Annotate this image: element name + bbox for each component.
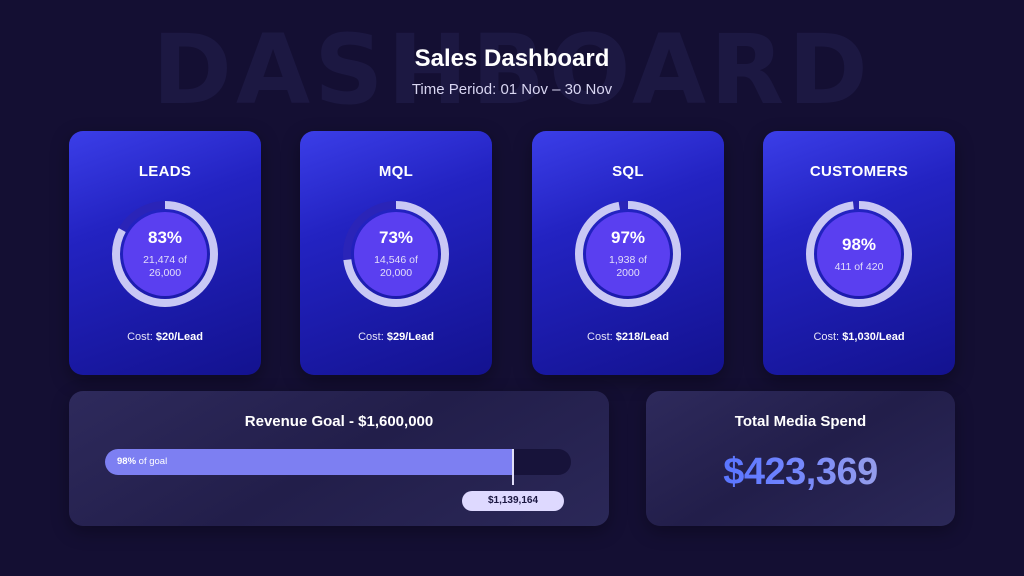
donut-chart: 97% 1,938 of 2000: [568, 194, 688, 314]
percent-value: 73%: [378, 228, 414, 247]
card-title: CUSTOMERS: [809, 163, 909, 180]
cost-prefix: Cost:: [813, 331, 840, 343]
donut-center: [123, 212, 207, 296]
cost-value: $29/Lead: [386, 331, 434, 343]
detail-line-2: 20,000: [379, 267, 413, 279]
revenue-progress-fill: [105, 449, 513, 475]
donut-center: [817, 212, 901, 296]
card-title: SQL: [612, 163, 644, 180]
cost-prefix: Cost:: [358, 331, 384, 343]
kpi-card-customers: CUSTOMERS 98% 411 of 420 Cost: $1,030/Le…: [763, 131, 955, 375]
media-spend-value: $423,369: [646, 451, 955, 494]
cost-value: $1,030/Lead: [842, 331, 905, 343]
donut-center: [354, 212, 438, 296]
donut-chart: 73% 14,546 of 20,000: [336, 194, 456, 314]
donut-progress-arc: [112, 201, 218, 307]
progress-marker: [512, 449, 514, 485]
cost-per-lead: Cost: $29/Lead: [300, 331, 492, 343]
progress-percent: 98%: [117, 456, 137, 467]
time-period-subtitle: Time Period: 01 Nov – 30 Nov: [411, 81, 613, 98]
donut-chart: 83% 21,474 of 26,000: [105, 194, 225, 314]
detail-line-2: 26,000: [148, 267, 182, 279]
revenue-goal-panel: Revenue Goal - $1,600,000 98% of goal $1…: [69, 391, 609, 526]
media-spend-title: Total Media Spend: [734, 413, 867, 430]
detail-line-1: 1,938 of: [609, 254, 647, 266]
cost-value: $20/Lead: [155, 331, 203, 343]
donut-center: [586, 212, 670, 296]
revenue-progress-bar: 98% of goal: [105, 449, 571, 485]
card-title: MQL: [378, 163, 414, 180]
cost-per-lead: Cost: $20/Lead: [69, 331, 261, 343]
revenue-goal-title: Revenue Goal - $1,600,000: [244, 413, 434, 430]
cost-value: $218/Lead: [615, 331, 669, 343]
percent-value: 98%: [841, 234, 877, 254]
cost-prefix: Cost:: [127, 331, 153, 343]
donut-chart: 98% 411 of 420: [799, 194, 919, 314]
cost-per-lead: Cost: $218/Lead: [532, 331, 724, 343]
current-revenue-pill: $1,139,164: [462, 491, 564, 511]
page-title: Sales Dashboard: [414, 45, 610, 72]
detail-line-1: 411 of 420: [834, 260, 884, 273]
percent-value: 83%: [147, 228, 183, 247]
cost-prefix: Cost:: [587, 331, 613, 343]
donut-progress-arc: [806, 201, 912, 307]
detail-line-2: 2000: [616, 267, 640, 279]
cost-per-lead: Cost: $1,030/Lead: [763, 331, 955, 343]
kpi-card-sql: SQL 97% 1,938 of 2000 Cost: $218/Lead: [532, 131, 724, 375]
percent-value: 97%: [610, 228, 646, 247]
kpi-card-leads: LEADS 83% 21,474 of 26,000 Cost: $20/Lea…: [69, 131, 261, 375]
watermark-text: DASHBOARD: [152, 14, 872, 126]
kpi-card-mql: MQL 73% 14,546 of 20,000 Cost: $29/Lead: [300, 131, 492, 375]
donut-progress-arc: [343, 201, 449, 307]
media-spend-panel: Total Media Spend $423,369: [646, 391, 955, 526]
detail-line-1: 21,474 of: [143, 254, 187, 266]
progress-suffix: of goal: [136, 456, 168, 467]
donut-progress-arc: [575, 201, 681, 307]
detail-line-1: 14,546 of: [374, 254, 418, 266]
card-title: LEADS: [138, 163, 192, 180]
progress-label: 98% of goal: [117, 449, 167, 475]
